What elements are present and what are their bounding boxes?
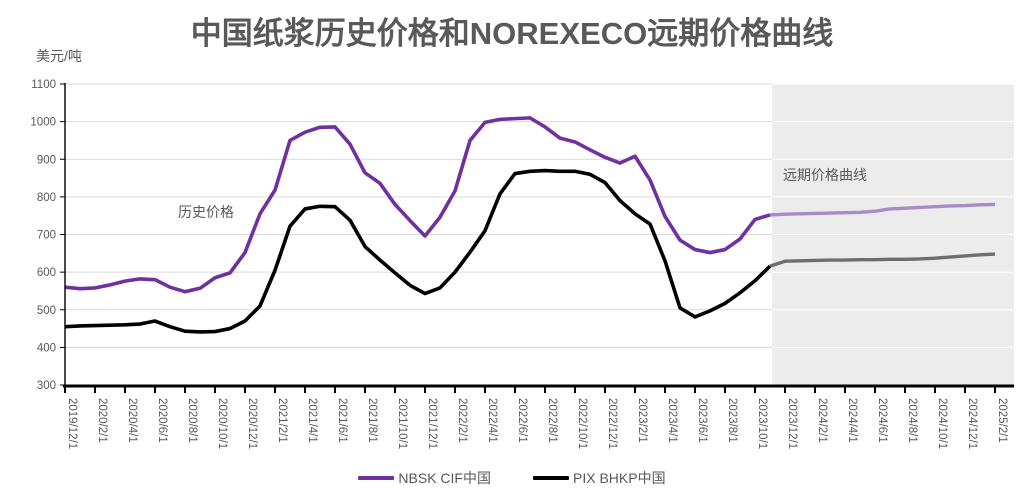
- y-axis-tick-label: 400: [37, 342, 56, 354]
- pix-historical-line: [64, 168, 772, 334]
- nbsk-forward-line: [769, 202, 996, 217]
- nbsk-line-swatch: [358, 476, 395, 480]
- legend-label-pix: PIX BHKP中国: [572, 470, 666, 486]
- y-axis-tick-label: 500: [37, 305, 56, 317]
- x-axis-tick-label: 2020/2/1: [96, 398, 108, 443]
- x-axis-tick-label: 2020/12/1: [246, 398, 258, 449]
- x-axis-tick-label: 2021/4/1: [306, 398, 318, 443]
- y-axis-tick-label: 1000: [30, 117, 56, 129]
- x-axis-tick-label: 2024/8/1: [906, 398, 918, 443]
- x-axis-tick-label: 2024/6/1: [876, 398, 888, 443]
- x-axis-tick-label: 2023/4/1: [666, 398, 678, 443]
- x-axis-tick-label: 2020/10/1: [216, 398, 228, 449]
- x-axis-tick-label: 2022/8/1: [546, 398, 558, 443]
- x-axis-tick-label: 2020/8/1: [186, 398, 198, 443]
- x-axis-tick-label: 2020/4/1: [126, 398, 138, 443]
- chart-title: 中国纸浆历史价格和NOREXECO远期价格曲线: [190, 16, 834, 51]
- x-axis-tick-label: 2024/12/1: [966, 398, 978, 449]
- x-axis-tick-label: 2024/2/1: [816, 398, 828, 443]
- y-axis-tick-label: 900: [37, 154, 56, 166]
- x-axis-tick-label: 2023/10/1: [756, 398, 768, 449]
- legend: NBSK CIF中国 PIX BHKP中国: [0, 468, 1024, 488]
- x-axis-tick-label: 2022/12/1: [606, 398, 618, 449]
- legend-item-pix: PIX BHKP中国: [532, 468, 666, 488]
- y-axis-unit-label: 美元/吨: [36, 48, 82, 64]
- x-axis-tick-label: 2021/2/1: [276, 398, 288, 443]
- x-axis-tick-label: 2023/8/1: [726, 398, 738, 443]
- y-axis-tick-label: 300: [37, 380, 56, 392]
- y-axis-tick-label: 700: [37, 230, 56, 242]
- x-axis-tick-label: 2022/6/1: [516, 398, 528, 443]
- legend-item-nbsk: NBSK CIF中国: [358, 468, 491, 488]
- x-axis-tick-label: 2020/6/1: [156, 398, 168, 443]
- y-axis-tick-label: 600: [37, 267, 56, 279]
- nbsk-historical-line: [64, 116, 771, 294]
- x-axis-tick-label: 2024/10/1: [936, 398, 948, 449]
- x-axis-tick-label: 2022/10/1: [576, 398, 588, 449]
- y-axis-tick-label: 1100: [31, 79, 56, 91]
- x-axis-tick-label: 2022/4/1: [486, 398, 498, 443]
- y-axis-tick-label: 800: [37, 192, 56, 204]
- x-axis-tick-label: 2023/6/1: [696, 398, 708, 443]
- x-axis-tick-label: 2025/2/1: [996, 398, 1008, 443]
- x-axis-tick-label: 2022/2/1: [456, 398, 468, 443]
- x-axis-tick-label: 2024/4/1: [846, 398, 858, 443]
- x-axis-tick-label: 2019/12/1: [66, 398, 78, 449]
- x-axis-tick-label: 2023/2/1: [636, 398, 648, 443]
- x-axis-tick-label: 2021/12/1: [426, 398, 438, 449]
- legend-label-nbsk: NBSK CIF中国: [398, 470, 491, 486]
- historical-price-annotation: 历史价格: [178, 204, 234, 220]
- forward-curve-annotation: 远期价格曲线: [783, 167, 867, 183]
- x-axis-tick-label: 2023/12/1: [786, 398, 798, 449]
- pix-forward-line: [769, 252, 996, 268]
- x-axis-tick-label: 2021/8/1: [366, 398, 378, 443]
- x-axis-tick-label: 2021/10/1: [396, 398, 408, 449]
- x-axis-tick-label: 2021/6/1: [336, 398, 348, 443]
- pix-line-swatch: [532, 476, 569, 480]
